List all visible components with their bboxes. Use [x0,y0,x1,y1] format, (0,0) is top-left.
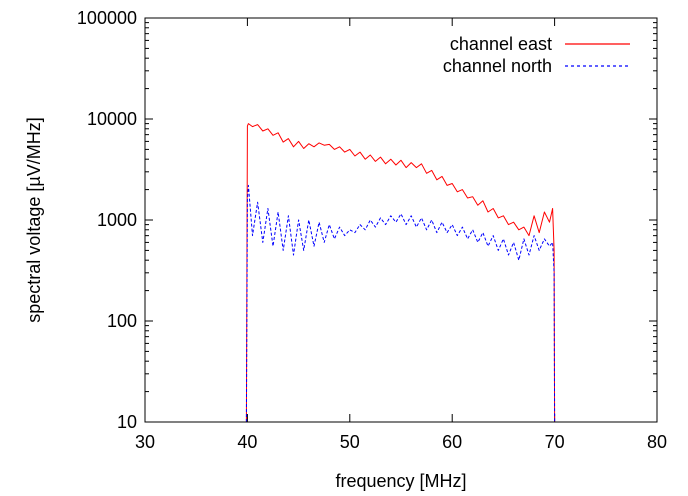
y-tick-label: 100 [107,311,137,331]
x-axis-label: frequency [MHz] [335,471,466,491]
x-tick-label: 30 [135,432,155,452]
x-axis-ticks: 30 40 50 60 70 80 [135,18,667,452]
series-line-east [245,123,556,423]
x-tick-label: 60 [442,432,462,452]
y-tick-label: 100000 [77,8,137,28]
x-tick-label: 40 [237,432,257,452]
legend-label-east: channel east [450,34,552,54]
plot-frame [144,17,658,423]
y-axis-ticks: 10 100 1000 10000 100000 [77,8,657,432]
legend: channel east channel north [443,34,630,76]
y-tick-label: 10000 [87,109,137,129]
y-tick-label: 1000 [97,210,137,230]
x-tick-label: 80 [647,432,667,452]
legend-label-north: channel north [443,56,552,76]
series-line-north [245,184,556,423]
y-axis-label: spectral voltage [µV/MHz] [24,117,44,322]
x-tick-label: 70 [545,432,565,452]
series-layer [245,123,556,423]
x-tick-label: 50 [340,432,360,452]
y-tick-label: 10 [117,412,137,432]
